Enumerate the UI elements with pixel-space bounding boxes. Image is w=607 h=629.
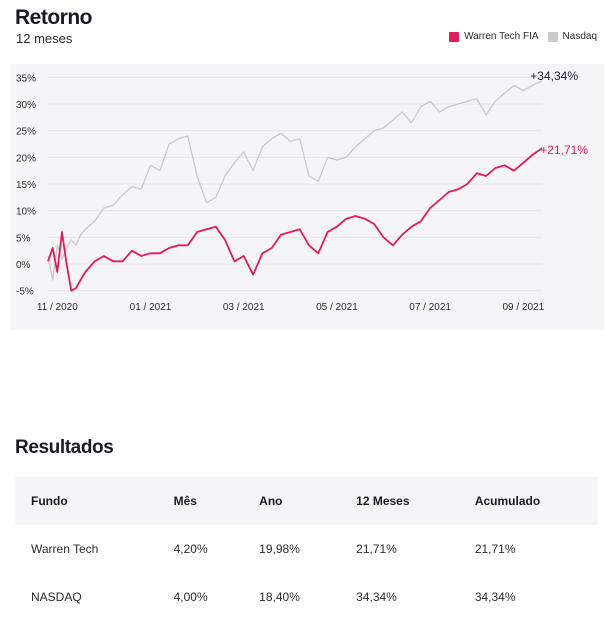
cell-mes: 4,00%: [173, 590, 208, 604]
x-tick-label: 01 / 2021: [130, 302, 172, 313]
x-tick-label: 11 / 2020: [37, 302, 78, 313]
x-tick-label: 03 / 2021: [223, 302, 265, 313]
legend-swatch-nasdaq: [547, 31, 558, 42]
table-row: Warren Tech 4,20% 19,98% 21,71% 21,71%: [15, 525, 598, 573]
y-tick-label: 5%: [16, 233, 31, 244]
line-chart: 35% 30% 25% 20% 15% 10% 5% 0% -5%11 / 2020 01 / 2…: [16, 69, 588, 313]
col-header-acumulado: Acumulado: [474, 494, 541, 508]
col-header-fundo: Fundo: [31, 494, 68, 508]
y-tick-label: 10%: [16, 207, 36, 218]
chart-legend: Warren Tech FIA Nasdaq: [440, 31, 597, 42]
chart-subtitle: 12 meses: [16, 31, 73, 46]
legend-label-warren: Warren Tech FIA: [464, 31, 539, 42]
cell-ano: 18,40%: [259, 590, 300, 604]
legend-label-nasdaq: Nasdaq: [562, 31, 597, 42]
legend-item-warren: Warren Tech FIA: [449, 31, 539, 42]
results-title: Resultados: [15, 437, 114, 458]
end-label-warren: +21,71%: [540, 143, 588, 157]
cell-12-meses: 21,71%: [356, 542, 397, 556]
cell-acumulado: 21,71%: [474, 542, 516, 556]
cell-12-meses: 34,34%: [356, 590, 397, 604]
y-tick-label: 15%: [16, 180, 36, 191]
cell-fundo: Warren Tech: [31, 542, 99, 556]
cell-fundo: NASDAQ: [31, 590, 82, 604]
x-tick-label: 09 / 2021: [502, 302, 544, 313]
results-header-row: Fundo Mês Ano 12 Meses Acumulado: [15, 477, 598, 525]
chart-panel: 35% 30% 25% 20% 15% 10% 5% 0% -5% 11 / 2020 01 / 2…: [10, 64, 604, 330]
y-tick-label: 30%: [16, 100, 36, 111]
cell-ano: 19,98%: [259, 542, 300, 556]
y-tick-label: -5%: [16, 287, 34, 298]
y-tick-label: 0%: [16, 260, 31, 271]
chart-title: Retorno: [15, 6, 93, 29]
end-label-nasdaq: +34,34%: [530, 69, 578, 83]
x-tick-label: 05 / 2021: [316, 302, 358, 313]
legend-swatch-warren: [449, 31, 460, 42]
legend-item-nasdaq: Nasdaq: [547, 31, 597, 42]
x-tick-label: 07 / 2021: [409, 302, 451, 313]
cell-acumulado: 34,34%: [474, 590, 516, 604]
y-tick-label: 20%: [16, 153, 36, 164]
series-line-warren: [47, 147, 543, 292]
table-row: NASDAQ 4,00% 18,40% 34,34% 34,34%: [15, 573, 598, 621]
results-table: Fundo Mês Ano 12 Meses Acumulado Warren …: [15, 477, 598, 621]
series-line-nasdaq: [47, 80, 543, 281]
col-header-mes: Mês: [173, 494, 197, 508]
y-tick-label: 25%: [16, 127, 36, 138]
cell-mes: 4,20%: [173, 542, 208, 556]
y-tick-label: 35%: [16, 73, 36, 84]
col-header-ano: Ano: [259, 494, 283, 508]
col-header-12-meses: 12 Meses: [356, 494, 410, 508]
